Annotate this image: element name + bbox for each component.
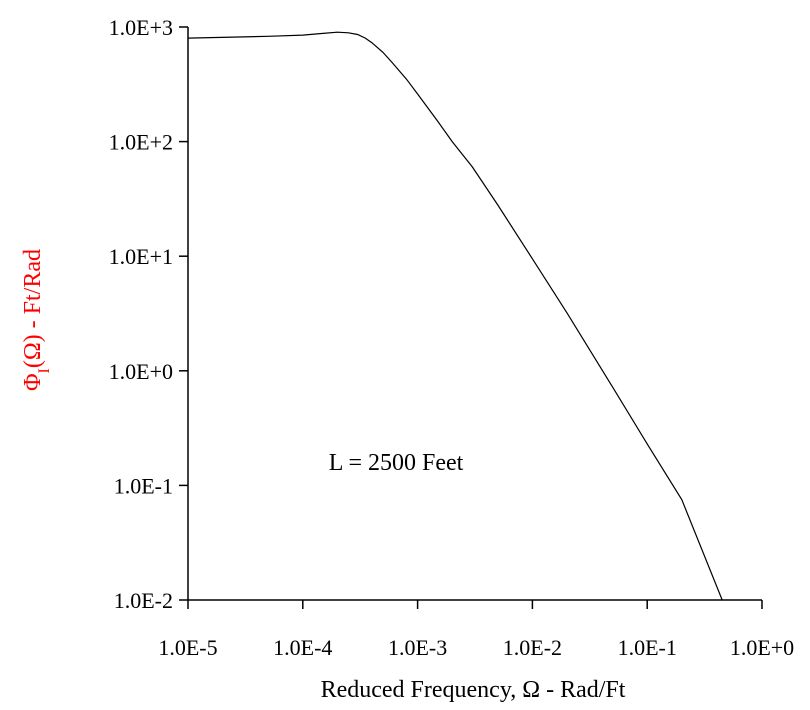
y-tick-label: 1.0E-1 xyxy=(114,473,173,498)
y-axis-title-rest: (Ω) - Ft/Rad xyxy=(20,249,46,368)
plot-area: 1.0E-2 1.0E-1 1.0E+0 1.0E+1 1.0E+2 1.0E+3 1.0… xyxy=(109,15,795,660)
x-tick-label: 1.0E-4 xyxy=(273,635,332,660)
x-tick-label: 1.0E-2 xyxy=(503,635,562,660)
y-ticks: 1.0E-2 1.0E-1 1.0E+0 1.0E+1 1.0E+2 1.0E+3 xyxy=(109,15,188,613)
x-ticks: 1.0E-5 1.0E-4 1.0E-3 1.0E-2 1.0E-1 1.0E+0 xyxy=(158,600,794,660)
annotation-label: L = 2500 Feet xyxy=(329,450,464,476)
y-axis-title: ΦI(Ω) - Ft/Rad xyxy=(20,249,53,391)
y-tick-label: 1.0E-2 xyxy=(114,588,173,613)
x-tick-label: 1.0E-5 xyxy=(158,635,217,660)
y-tick-label: 1.0E+0 xyxy=(109,359,173,384)
x-tick-label: 1.0E+0 xyxy=(730,635,794,660)
series-line xyxy=(187,31,723,601)
x-tick-label: 1.0E-1 xyxy=(618,635,677,660)
y-tick-label: 1.0E+3 xyxy=(109,15,173,40)
y-tick-label: 1.0E+1 xyxy=(109,244,173,269)
x-tick-label: 1.0E-3 xyxy=(388,635,447,660)
y-tick-label: 1.0E+2 xyxy=(109,130,173,155)
x-axis-title: Reduced Frequency, Ω - Rad/Ft xyxy=(321,677,626,703)
y-axis-title-symbol: Φ xyxy=(20,373,46,391)
y-axis-title-subscript: I xyxy=(36,368,53,373)
